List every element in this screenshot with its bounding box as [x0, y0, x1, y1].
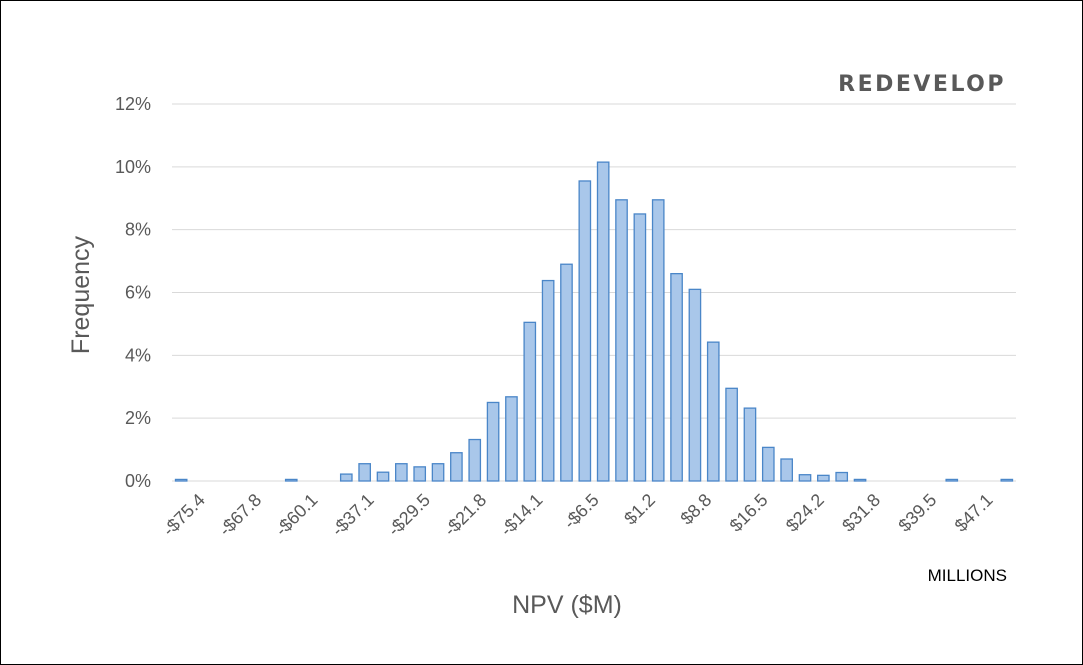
gridlines [172, 103, 1016, 482]
x-axis-title: NPV ($M) [512, 591, 622, 619]
histogram-bar [486, 401, 500, 482]
histogram-bar [468, 438, 482, 482]
x-tick-label: -$75.4 [159, 490, 209, 540]
histogram-bar [725, 387, 738, 482]
histogram-bar [743, 407, 757, 482]
histogram-bar [853, 478, 867, 482]
x-tick-label: -$29.5 [384, 490, 434, 540]
histogram-bar [688, 288, 702, 482]
y-axis-ticks: 0% 2% 4% 6% 8% 10% 12% [115, 94, 151, 491]
histogram-bar [450, 452, 463, 482]
histogram-bar [596, 161, 610, 482]
histogram-bar [761, 446, 775, 482]
chart-title: REDEVELOP [838, 72, 1006, 97]
x-tick-label: -$60.1 [271, 490, 321, 540]
y-tick-label: 2% [125, 408, 151, 428]
y-tick-label: 4% [125, 345, 151, 365]
histogram-bar [376, 471, 390, 482]
y-tick-label: 10% [115, 157, 151, 177]
y-axis-title: Frequency [67, 235, 95, 354]
histogram-bar [284, 478, 298, 482]
histogram-bar [780, 458, 793, 482]
histogram-bar [670, 272, 683, 482]
x-tick-label: -$14.1 [496, 490, 546, 540]
histogram-bar [817, 474, 830, 482]
bars [174, 161, 1014, 482]
x-tick-label: $39.5 [894, 490, 940, 536]
x-tick-label: $1.2 [620, 490, 659, 529]
histogram-bar [578, 180, 592, 482]
histogram-bar [945, 478, 959, 482]
y-tick-label: 0% [125, 471, 151, 491]
x-tick-label: $24.2 [782, 490, 828, 536]
x-tick-label: -$21.8 [440, 490, 490, 540]
x-tick-label: $16.5 [726, 490, 772, 536]
x-tick-label: -$67.8 [215, 490, 265, 540]
histogram-bar [798, 474, 812, 482]
histogram-bar [541, 279, 555, 482]
histogram-bar [339, 473, 353, 482]
histogram-bar [633, 213, 647, 482]
histogram-bar [431, 463, 445, 482]
x-axis-ticks: -$75.4 -$67.8 -$60.1 -$37.1 -$29.5 -$21.8 -$14… [159, 490, 997, 540]
y-tick-label: 12% [115, 94, 151, 114]
histogram-bar [505, 396, 518, 482]
x-tick-label: -$6.5 [560, 490, 603, 533]
histogram-bar [835, 471, 849, 482]
histogram-bar [1000, 478, 1014, 482]
histogram-bar [523, 321, 537, 482]
y-tick-label: 6% [125, 283, 151, 303]
histogram-bar [413, 466, 427, 482]
x-tick-label: $31.8 [838, 490, 884, 536]
histogram-bar [651, 199, 665, 482]
x-tick-label: $47.1 [951, 490, 997, 536]
units-label: MILLIONS [928, 566, 1007, 585]
histogram-bar [358, 463, 371, 482]
histogram-bar [395, 463, 408, 482]
y-tick-label: 8% [125, 220, 151, 240]
histogram-bar [615, 199, 628, 482]
histogram-bar [706, 341, 720, 482]
x-tick-label: -$37.1 [328, 490, 378, 540]
histogram-bar [560, 263, 573, 482]
histogram-bar [174, 478, 188, 482]
x-tick-label: $8.8 [676, 490, 715, 529]
